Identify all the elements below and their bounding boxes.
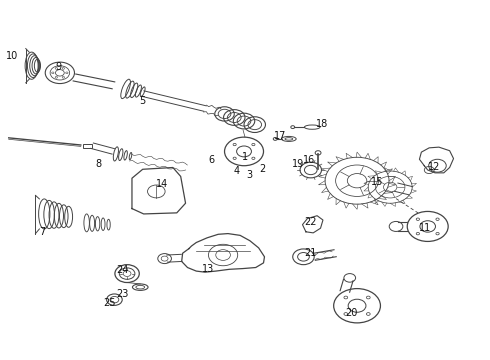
Text: 7: 7 <box>40 227 46 237</box>
Text: 1: 1 <box>242 152 248 162</box>
Text: 24: 24 <box>116 265 128 275</box>
Text: 6: 6 <box>209 156 215 165</box>
Text: 18: 18 <box>316 118 328 129</box>
Text: 21: 21 <box>305 248 317 258</box>
Text: 11: 11 <box>419 223 431 233</box>
Text: 23: 23 <box>116 289 128 298</box>
Text: 10: 10 <box>6 51 18 61</box>
Text: 12: 12 <box>428 162 440 172</box>
Text: 16: 16 <box>303 156 316 165</box>
Text: 15: 15 <box>371 177 384 187</box>
Text: 3: 3 <box>247 170 253 180</box>
Text: 22: 22 <box>304 217 317 227</box>
Bar <box>83 144 92 148</box>
Text: 5: 5 <box>140 96 146 107</box>
Text: 13: 13 <box>202 264 215 274</box>
Text: 8: 8 <box>96 159 102 169</box>
Text: 19: 19 <box>292 159 304 169</box>
Text: 2: 2 <box>259 164 265 174</box>
Text: 25: 25 <box>103 298 116 308</box>
Text: 14: 14 <box>156 179 168 189</box>
Text: 17: 17 <box>274 131 286 141</box>
Text: 4: 4 <box>233 166 239 176</box>
Text: 20: 20 <box>345 308 357 318</box>
Text: 9: 9 <box>56 63 62 72</box>
